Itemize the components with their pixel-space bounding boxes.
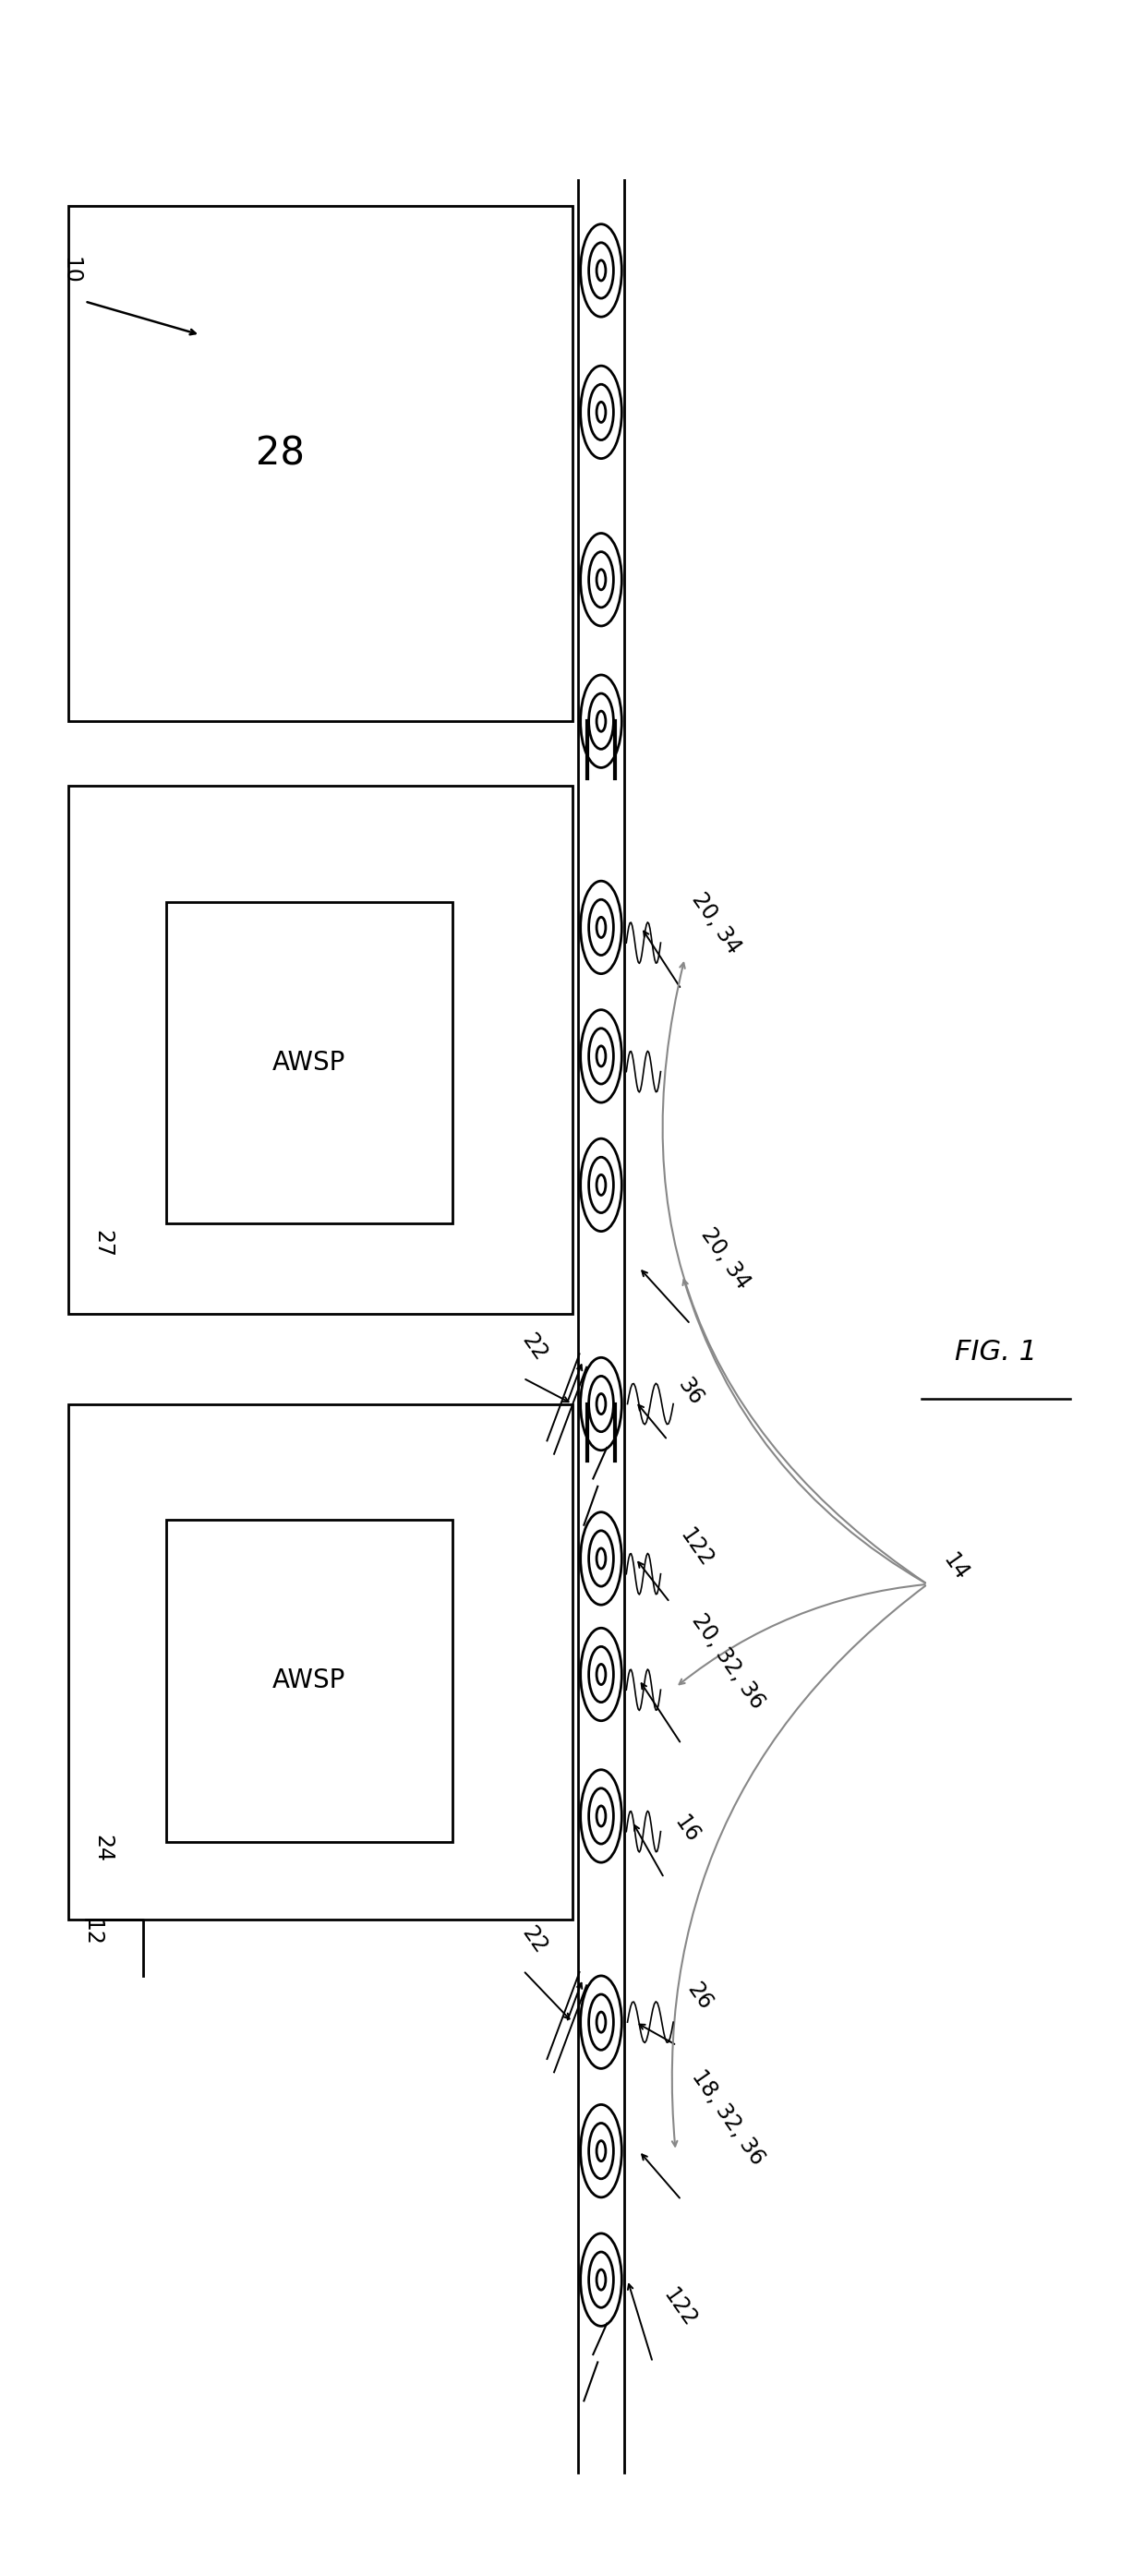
Text: 16: 16 — [670, 1811, 704, 1847]
Text: 20, 32, 36: 20, 32, 36 — [687, 1610, 768, 1713]
Text: AWSP: AWSP — [273, 1048, 346, 1077]
Text: 20, 34: 20, 34 — [696, 1224, 753, 1293]
Text: 122: 122 — [658, 2285, 701, 2331]
Text: FIG. 1: FIG. 1 — [955, 1340, 1037, 1365]
Text: AWSP: AWSP — [273, 1667, 346, 1695]
Text: 12: 12 — [80, 1919, 103, 1945]
Text: 22: 22 — [518, 1922, 552, 1958]
Bar — [166, 902, 452, 1224]
Text: 14: 14 — [939, 1548, 973, 1584]
Text: 24: 24 — [92, 1834, 114, 1862]
Text: 27: 27 — [92, 1229, 114, 1257]
Text: 18, 32, 36: 18, 32, 36 — [687, 2066, 768, 2169]
Text: 26: 26 — [682, 1978, 717, 2014]
Text: 10: 10 — [60, 258, 82, 283]
Text: 122: 122 — [676, 1525, 718, 1571]
Text: 28: 28 — [255, 433, 305, 474]
Text: 36: 36 — [673, 1373, 708, 1409]
Bar — [69, 206, 572, 721]
Bar — [69, 1404, 572, 1919]
Text: 22: 22 — [518, 1329, 552, 1365]
Text: 20, 34: 20, 34 — [687, 889, 744, 958]
Bar — [166, 1520, 452, 1842]
Bar — [69, 786, 572, 1314]
